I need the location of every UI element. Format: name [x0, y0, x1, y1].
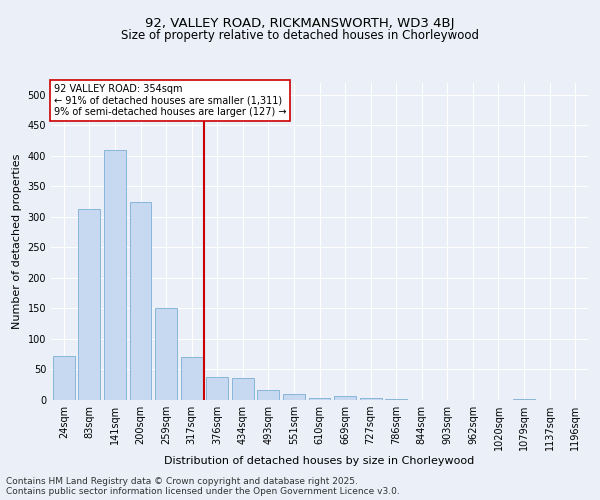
Bar: [53, 356, 74, 400]
Bar: [181, 358, 203, 400]
Bar: [232, 378, 254, 400]
Bar: [155, 308, 177, 400]
Bar: [104, 150, 126, 400]
Y-axis label: Number of detached properties: Number of detached properties: [12, 154, 22, 329]
Bar: [79, 210, 100, 400]
Bar: [513, 399, 535, 400]
X-axis label: Distribution of detached houses by size in Chorleywood: Distribution of detached houses by size …: [164, 456, 475, 466]
Bar: [283, 394, 305, 400]
Bar: [360, 398, 382, 400]
Text: Size of property relative to detached houses in Chorleywood: Size of property relative to detached ho…: [121, 29, 479, 42]
Bar: [334, 396, 356, 400]
Text: 92, VALLEY ROAD, RICKMANSWORTH, WD3 4BJ: 92, VALLEY ROAD, RICKMANSWORTH, WD3 4BJ: [145, 18, 455, 30]
Text: Contains HM Land Registry data © Crown copyright and database right 2025.
Contai: Contains HM Land Registry data © Crown c…: [6, 476, 400, 496]
Bar: [257, 390, 279, 400]
Bar: [130, 202, 151, 400]
Bar: [308, 398, 331, 400]
Text: 92 VALLEY ROAD: 354sqm
← 91% of detached houses are smaller (1,311)
9% of semi-d: 92 VALLEY ROAD: 354sqm ← 91% of detached…: [53, 84, 286, 117]
Bar: [206, 377, 228, 400]
